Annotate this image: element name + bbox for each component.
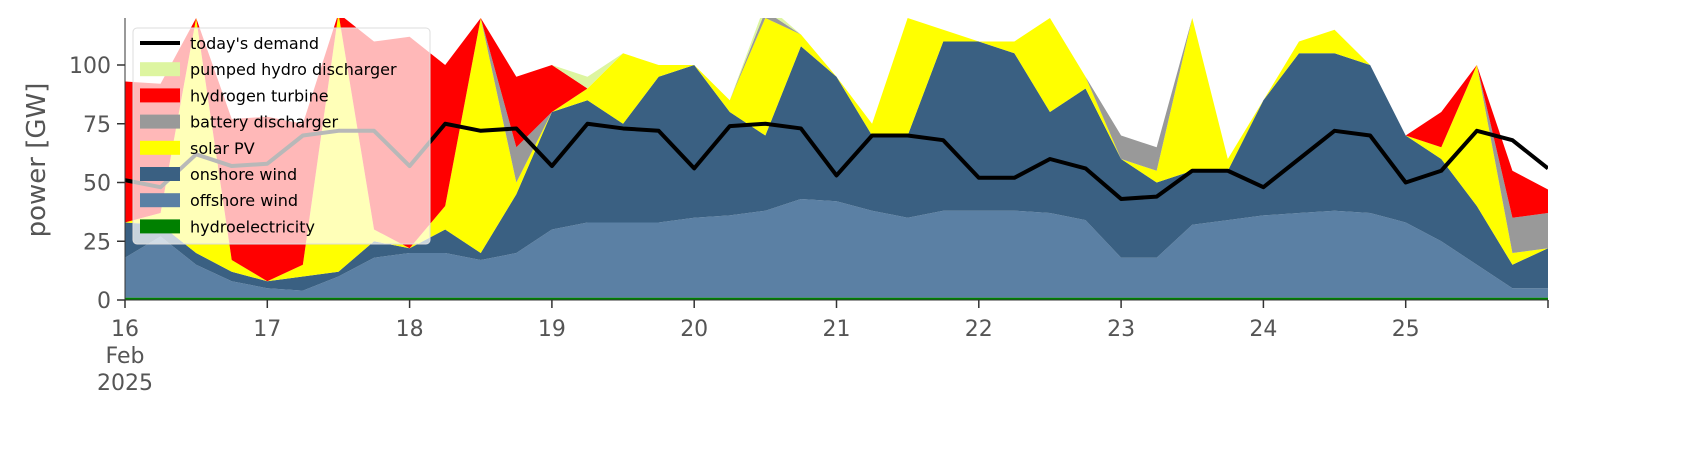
x-tick-label: 16 Feb 2025 bbox=[97, 317, 153, 396]
legend-swatch bbox=[140, 114, 180, 129]
x-tick-label: 25 bbox=[1392, 317, 1420, 342]
legend-label: battery discharger bbox=[190, 113, 338, 132]
legend-label: pumped hydro discharger bbox=[190, 60, 397, 79]
x-tick-label: 18 bbox=[396, 317, 424, 342]
legend-label: hydrogen turbine bbox=[190, 86, 329, 105]
legend-label: today's demand bbox=[190, 34, 319, 53]
legend-swatch bbox=[140, 167, 180, 181]
area-1 bbox=[125, 198, 1548, 298]
y-tick-label: 0 bbox=[97, 289, 111, 314]
legend-label: offshore wind bbox=[190, 191, 298, 210]
legend-label: solar PV bbox=[190, 139, 255, 158]
legend-box bbox=[132, 27, 431, 245]
y-axis-label: power [GW] bbox=[22, 83, 52, 238]
x-tick-label: 20 bbox=[680, 317, 708, 342]
x-tick-label: 23 bbox=[1107, 317, 1135, 342]
x-tick-label: 24 bbox=[1249, 317, 1277, 342]
x-tick-label: 22 bbox=[965, 317, 993, 342]
y-tick-label: 50 bbox=[83, 172, 111, 197]
legend-swatch bbox=[140, 62, 180, 77]
y-tick-label: 100 bbox=[69, 54, 111, 79]
legend-swatch bbox=[140, 88, 180, 103]
legend-label: hydroelectricity bbox=[190, 217, 315, 236]
area-0 bbox=[125, 297, 1548, 300]
x-tick-label: 19 bbox=[538, 317, 566, 342]
y-tick-label: 25 bbox=[83, 230, 111, 255]
area-2 bbox=[125, 41, 1548, 291]
legend-swatch bbox=[140, 219, 180, 234]
legend-label: onshore wind bbox=[190, 165, 297, 184]
x-tick-label: 17 bbox=[253, 317, 281, 342]
legend-swatch bbox=[140, 140, 180, 155]
legend-swatch bbox=[140, 193, 180, 208]
x-tick-label: 21 bbox=[823, 317, 851, 342]
y-tick-label: 75 bbox=[83, 113, 111, 138]
area-3 bbox=[125, 18, 1548, 282]
